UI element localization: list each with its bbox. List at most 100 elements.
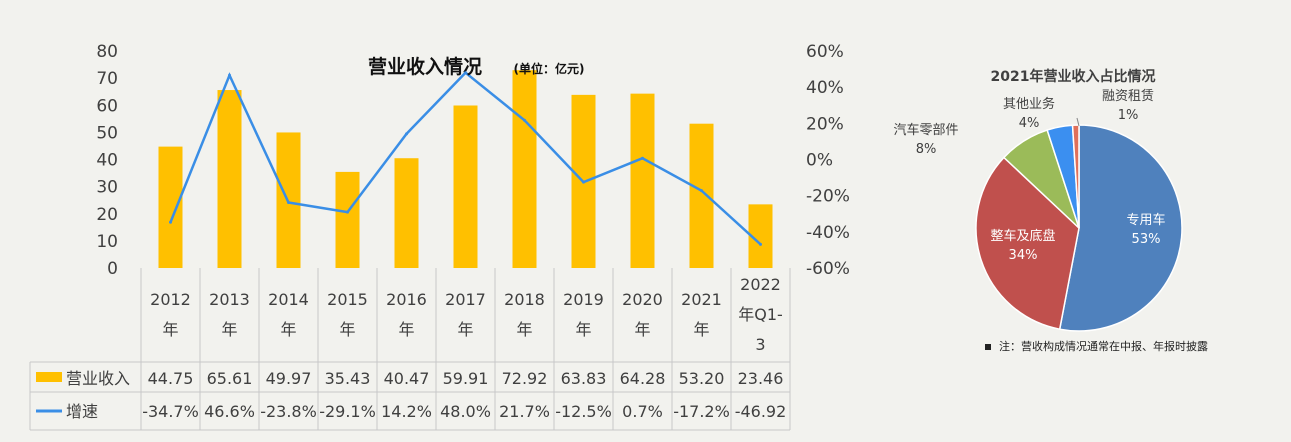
revenue-share-pie-chart: 2021年营业收入占比情况 专用车 53% 整车及底盘 34% 汽车零部件 8% 其他业务 4… (893, 68, 1183, 332)
growth-value-cell: -34.7% (142, 402, 199, 421)
pie-slice-percent: 4% (1019, 116, 1040, 131)
category-label-line: 年 (634, 320, 650, 339)
growth-legend-label: 增速 (66, 402, 98, 421)
left-tick-label: 0 (107, 259, 118, 279)
left-axis: 0 10 20 30 40 50 60 70 80 (96, 42, 118, 279)
revenue-legend-label: 营业收入 (66, 369, 130, 388)
category-label-line: 2014 (268, 290, 309, 309)
category-label-line: 3 (755, 335, 765, 354)
right-tick-label: 0% (806, 151, 833, 171)
right-tick-label: -20% (806, 187, 850, 207)
category-label-line: 2016 (386, 290, 427, 309)
left-tick-label: 40 (96, 151, 118, 171)
category-label-line: 2012 (150, 290, 191, 309)
category-label-line: 年 (162, 320, 178, 339)
right-tick-label: 60% (806, 42, 844, 62)
growth-value-cell: -29.1% (319, 402, 376, 421)
pie-slice-percent: 8% (916, 142, 937, 157)
pie-slice-label: 整车及底盘 (990, 228, 1055, 244)
category-label-line: 年 (221, 320, 237, 339)
right-axis: -60% -40% -20% 0% 20% 40% 60% (806, 42, 850, 279)
pie-slice-percent: 34% (1009, 248, 1038, 263)
revenue-value-cell: 65.61 (207, 369, 253, 388)
category-label-line: 年 (339, 320, 355, 339)
right-tick-label: 40% (806, 78, 844, 98)
left-tick-label: 30 (96, 178, 118, 198)
revenue-bar (217, 90, 242, 269)
revenue-combo-chart: 0 10 20 30 40 50 60 70 80 -60% -40% -20% 0% 20% 40% 60… (29, 42, 850, 431)
category-label-line: 2018 (504, 290, 545, 309)
growth-value-cell: -23.8% (260, 402, 317, 421)
category-label-line: 年 (398, 320, 414, 339)
left-tick-label: 60 (96, 96, 118, 116)
revenue-value-cell: 23.46 (738, 369, 784, 388)
pie-labels: 专用车 53% 整车及底盘 34% 汽车零部件 8% 其他业务 4% 融资租赁 1% (893, 89, 1165, 263)
pie-slice-percent: 53% (1132, 232, 1161, 247)
growth-point (287, 201, 290, 205)
category-label-line: 年 (280, 320, 296, 339)
growth-point (759, 242, 762, 246)
revenue-bar (630, 93, 655, 268)
revenue-bar (453, 105, 478, 268)
right-tick-label: -40% (806, 223, 850, 243)
revenue-value-cell: 64.28 (620, 369, 666, 388)
revenue-bar (335, 171, 360, 268)
growth-point (228, 73, 231, 77)
left-tick-label: 10 (96, 232, 118, 252)
revenue-value-cell: 40.47 (384, 369, 430, 388)
growth-value-cell: -12.5% (555, 402, 612, 421)
pie-slice-label: 其他业务 (1003, 96, 1055, 112)
data-table: 2012 年 2013 年 2014 年 2015 年 2016 年 2017 年 2018 年 2019 年… (29, 268, 791, 431)
pie-slice-percent: 1% (1118, 108, 1139, 123)
category-label-line: 2019 (563, 290, 604, 309)
growth-point (169, 220, 172, 224)
growth-point (523, 118, 526, 122)
category-label-line: 年 (575, 320, 591, 339)
left-tick-label: 50 (96, 123, 118, 143)
revenue-bar (512, 70, 537, 268)
revenue-legend-icon (36, 372, 62, 382)
category-label-line: 2017 (445, 290, 486, 309)
left-tick-label: 80 (96, 42, 118, 62)
note-bullet-icon (985, 344, 991, 350)
growth-value-cell: 48.0% (440, 402, 491, 421)
revenue-value-cell: 35.43 (325, 369, 371, 388)
pie-note: 注：营收构成情况通常在中报、年报时披露 (999, 340, 1208, 353)
pie-slice (1058, 124, 1183, 332)
category-label-line: 2013 (209, 290, 250, 309)
category-label-line: 年 (693, 320, 709, 339)
category-label-line: 年 (457, 320, 473, 339)
pie-slice-label: 专用车 (1126, 212, 1165, 228)
pie-leader-line (1076, 117, 1080, 127)
left-tick-label: 70 (96, 69, 118, 89)
growth-point (700, 189, 703, 193)
pie-slices (975, 124, 1183, 332)
growth-value-cell: -17.2% (673, 402, 730, 421)
revenue-value-cell: 53.20 (679, 369, 725, 388)
revenue-value-cell: 44.75 (148, 369, 194, 388)
left-tick-label: 20 (96, 205, 118, 225)
growth-value-cell: 14.2% (381, 402, 432, 421)
chart-title: 营业收入情况 (368, 55, 482, 78)
right-tick-label: 20% (806, 114, 844, 134)
chart-unit-note: (单位：亿元) (514, 61, 585, 76)
pie-slice-label: 汽车零部件 (893, 122, 958, 138)
growth-value-cell: -46.92 (735, 402, 787, 421)
category-label-line: 2015 (327, 290, 368, 309)
growth-point (346, 210, 349, 214)
growth-point (582, 180, 585, 184)
revenue-bars (158, 70, 773, 269)
revenue-value-cell: 49.97 (266, 369, 312, 388)
growth-point (641, 156, 644, 160)
category-label-line: 年Q1- (738, 305, 783, 324)
category-label-line: 年 (516, 320, 532, 339)
revenue-bar (689, 123, 714, 268)
revenue-value-cell: 59.91 (443, 369, 489, 388)
growth-value-cell: 0.7% (622, 402, 663, 421)
pie-title: 2021年营业收入占比情况 (991, 68, 1156, 85)
revenue-value-cell: 63.83 (561, 369, 607, 388)
growth-point (405, 132, 408, 136)
category-label-line: 2021 (681, 290, 722, 309)
growth-point (464, 71, 467, 75)
